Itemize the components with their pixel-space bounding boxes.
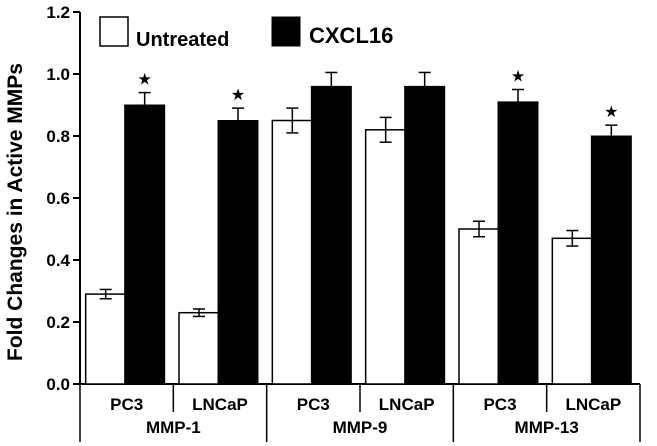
bar-untreated <box>364 129 407 385</box>
bars: ★ ★ ★ ★ <box>84 69 632 385</box>
bar-untreated <box>84 293 127 385</box>
significance-star: ★ <box>137 72 151 89</box>
legend-swatch-cxcl16 <box>271 16 301 47</box>
y-tick-label: 1.0 <box>46 65 70 84</box>
y-tick-label: 0.4 <box>46 251 70 270</box>
bar-cxcl16 <box>217 120 259 385</box>
bar-untreated <box>271 119 314 385</box>
y-tick-label: 1.2 <box>46 3 70 22</box>
y-tick-label: 0.8 <box>46 127 70 146</box>
y-tick-label: 0.6 <box>46 189 70 208</box>
legend-label-cxcl16: CXCL16 <box>309 23 393 48</box>
bar-cxcl16 <box>590 135 632 385</box>
y-axis: 0.0 0.2 0.4 0.6 0.8 1.0 1.2 <box>46 3 81 394</box>
bar-cxcl16 <box>310 85 352 385</box>
y-axis-label: Fold Changes in Active MMPs <box>4 63 27 361</box>
x-group-label: MMP-9 <box>333 418 388 437</box>
x-category-label: PC3 <box>297 395 330 414</box>
x-group-label: MMP-13 <box>515 418 579 437</box>
y-tick-label: 0.2 <box>46 313 70 332</box>
bar-cxcl16 <box>404 85 446 385</box>
bar-untreated <box>458 228 500 385</box>
legend-label-untreated: Untreated <box>136 29 229 51</box>
significance-star: ★ <box>604 104 618 121</box>
significance-star: ★ <box>511 69 525 86</box>
y-tick-label: 0.0 <box>46 375 70 394</box>
bar-untreated <box>551 237 594 385</box>
x-category-label: LNCaP <box>379 395 435 414</box>
x-category-label: PC3 <box>110 395 143 414</box>
x-axis: PC3 LNCaP PC3 LNCaP PC3 LNCaP MMP-1 MMP-9 MMP-13 <box>79 383 641 442</box>
x-category-label: LNCaP <box>192 395 248 414</box>
legend: Untreated CXCL16 <box>99 16 393 51</box>
legend-swatch-untreated <box>99 16 129 47</box>
x-category-label: LNCaP <box>565 395 621 414</box>
bar-untreated <box>178 311 220 385</box>
significance-star: ★ <box>231 87 245 104</box>
x-group-label: MMP-1 <box>146 418 201 437</box>
bar-cxcl16 <box>497 101 539 385</box>
x-category-label: PC3 <box>483 395 516 414</box>
bar-cxcl16 <box>124 104 166 385</box>
